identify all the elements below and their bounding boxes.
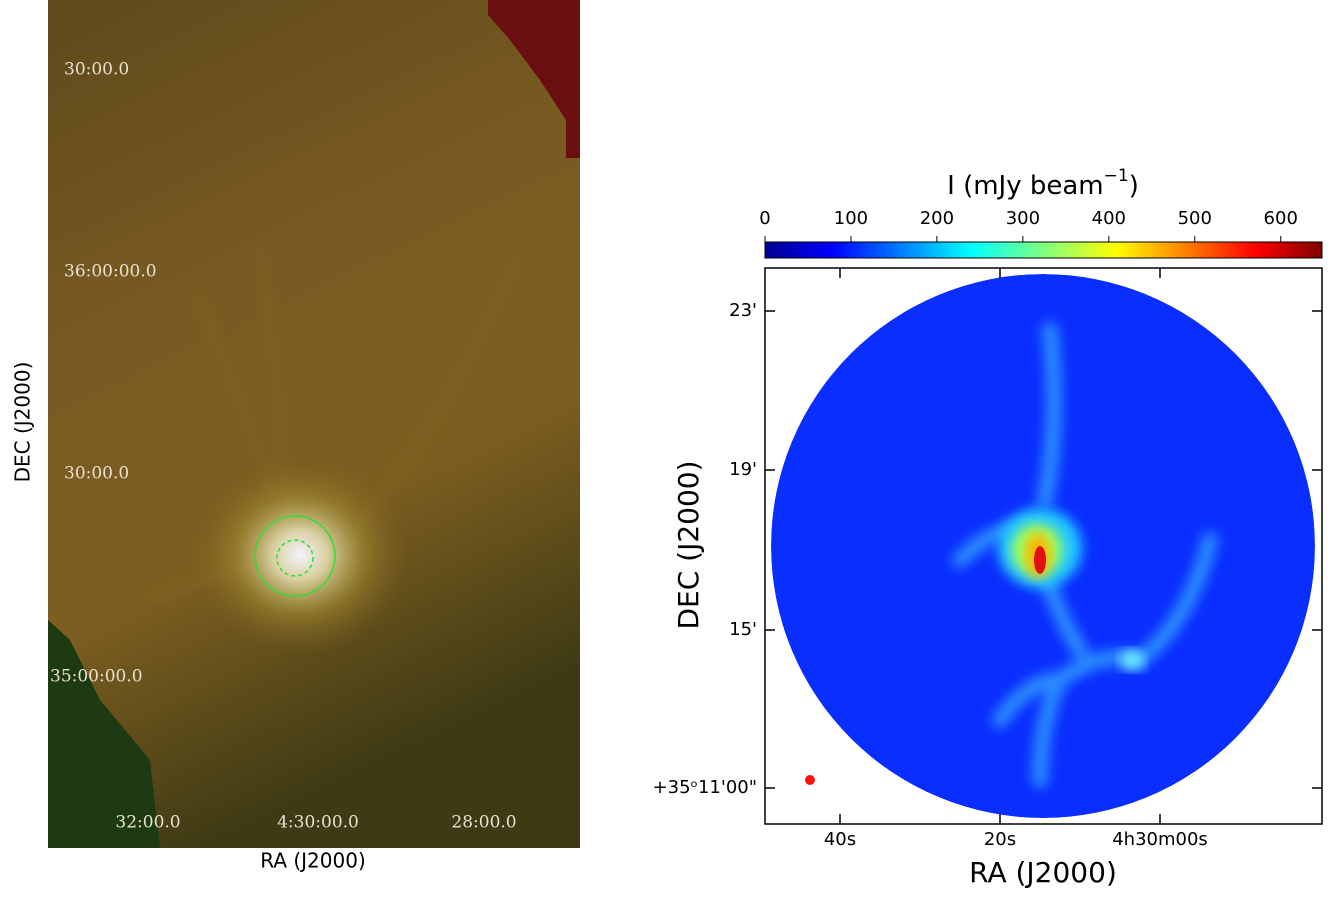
y-tick-label: 15': [729, 619, 757, 640]
colorbar-label: I (mJy beam−1): [947, 166, 1139, 201]
y-tick-label: 30:00.0: [64, 464, 129, 484]
colorbar: [764, 241, 1323, 259]
colorbar-tick-label: 0: [759, 208, 770, 229]
y-tick-label: 23': [729, 300, 757, 321]
x-axis-label: RA (J2000): [969, 856, 1117, 889]
colorbar-label-text: I (mJy beam: [947, 171, 1103, 201]
x-tick-label: 20s: [984, 829, 1016, 850]
x-axis-label: RA (J2000): [260, 849, 366, 873]
y-tick-label: 30:00.0: [64, 60, 129, 80]
y-axis-label: DEC (J2000): [11, 362, 35, 483]
y-tick-label: 19': [729, 459, 757, 480]
colorbar-label-exp: −1: [1104, 166, 1129, 186]
x-tick-label: 40s: [824, 829, 856, 850]
x-tick-label: 4:30:00.0: [277, 813, 359, 833]
colorbar-label-end: ): [1129, 171, 1139, 201]
left-image: 30:00.0 36:00:00.0 30:00.0 35:00:00.0 32…: [48, 0, 580, 848]
ticks: [765, 268, 1322, 824]
colorbar-tick-label: 600: [1264, 208, 1298, 229]
x-tick-label: 32:00.0: [115, 813, 180, 833]
y-tick-label: +35ᵒ11'00": [653, 777, 757, 798]
x-tick-label: 28:00.0: [451, 813, 516, 833]
colorbar-tick-label: 200: [920, 208, 954, 229]
beam: [805, 775, 815, 785]
colorbar-tick-label: 300: [1006, 208, 1040, 229]
y-tick-label: 35:00:00.0: [50, 667, 143, 687]
x-tick-label: 4h30m00s: [1112, 829, 1208, 850]
y-tick-label: 36:00:00.0: [64, 262, 157, 282]
intensity-map: [771, 274, 1315, 818]
colorbar-tick-label: 400: [1092, 208, 1126, 229]
y-axis-label: DEC (J2000): [672, 460, 705, 629]
colorbar-tick-label: 100: [834, 208, 868, 229]
colorbar-tick-label: 500: [1178, 208, 1212, 229]
